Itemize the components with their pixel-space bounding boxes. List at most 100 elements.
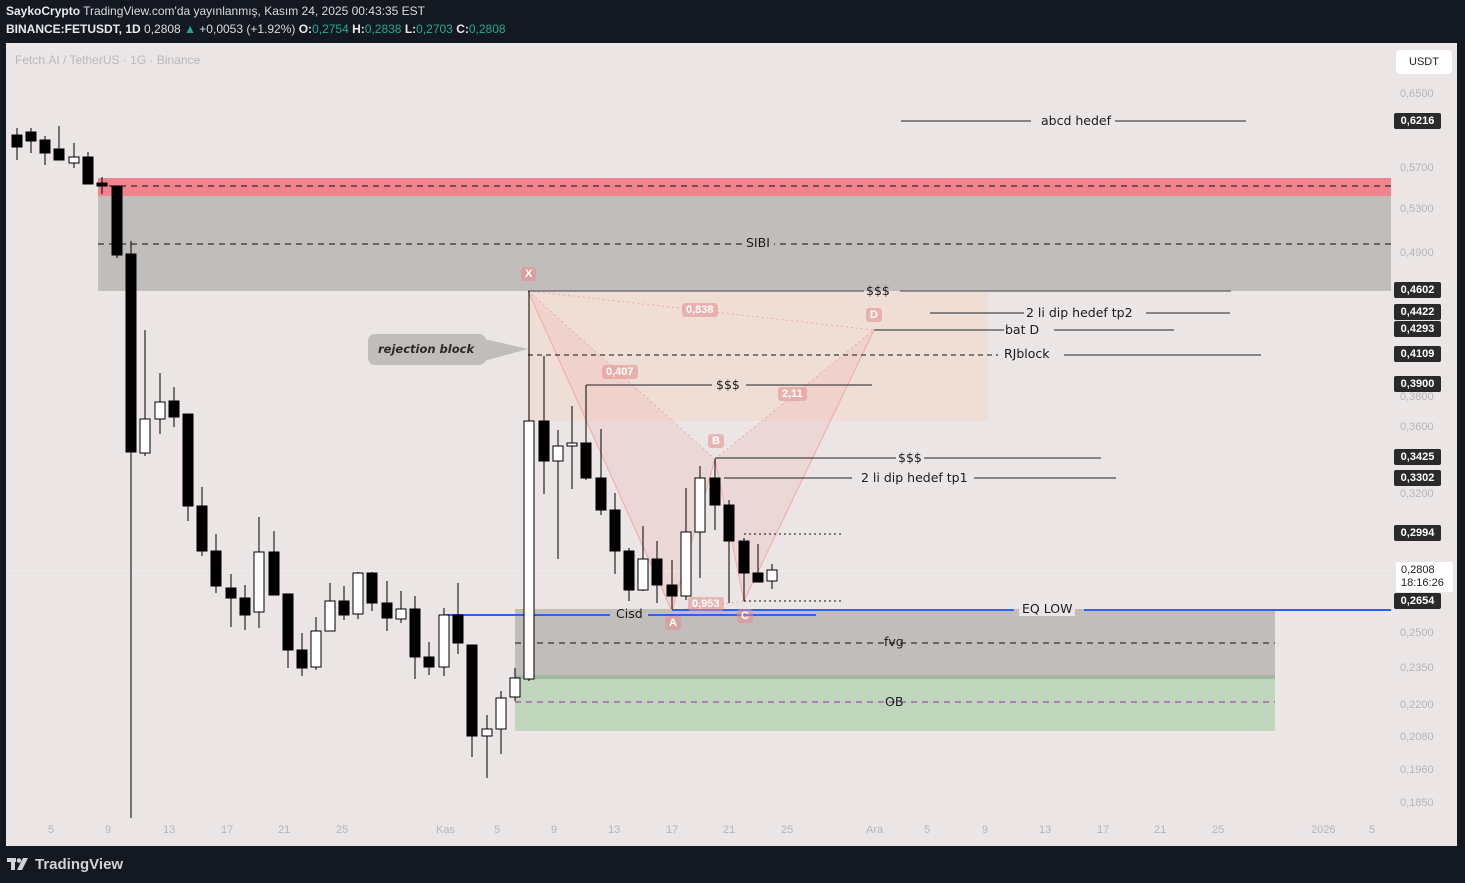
candle [409,608,421,658]
candle [381,602,393,619]
candle [296,649,308,669]
candle [766,569,778,582]
chart-canvas[interactable] [6,43,1457,846]
price-tick: 0,2500 [1400,627,1434,639]
candle [723,504,735,542]
time-tick: Kas [436,824,455,836]
candle [423,656,435,668]
time-tick: 5 [924,824,931,836]
pattern-point-c[interactable]: C [737,609,753,623]
liquidity-mid-label[interactable]: $$$ [716,377,740,392]
candle [39,139,51,154]
price-tick: 0,2200 [1400,699,1434,711]
tp2-label[interactable]: 2 li dip hedef tp2 [1026,305,1133,320]
tradingview-logo[interactable]: TradingView [7,853,123,875]
rejection-block-callout[interactable]: rejection block [368,334,486,365]
pattern-point-x[interactable]: X [521,267,537,281]
candle [11,134,23,148]
candle [225,587,237,599]
candle [637,558,649,591]
candle [595,477,607,511]
time-tick: 9 [551,824,558,836]
pattern-point-d[interactable]: D [866,308,882,322]
candle [481,728,493,737]
price-level-tag: 0,4602 [1394,282,1441,298]
candle [352,572,364,615]
fvg-label[interactable]: fvg [884,634,904,649]
candle [68,156,80,164]
ohlc-legend: BINANCE:FETUSDT, 1D 0,2808 ▲ +0,0053 (+1… [6,22,506,36]
rjblock-label[interactable]: RJblock [1004,346,1050,361]
price-tick: 0,3800 [1400,391,1434,403]
cisd-label[interactable]: Cisd [616,606,643,621]
close-label: C: [456,22,469,36]
candle [552,445,564,462]
liquidity-b-label[interactable]: $$$ [898,450,922,465]
time-tick: 25 [781,824,794,836]
author[interactable]: SaykoCrypto [6,4,81,18]
ob-label[interactable]: OB [885,694,904,709]
currency-button[interactable]: USDT [1396,50,1452,74]
eq-low-label[interactable]: EQ LOW [1019,601,1076,616]
candle [210,550,222,587]
candle [310,630,322,668]
candle [96,182,108,187]
last-price: 0,2808 [144,22,181,36]
callout-pointer-icon [484,339,528,361]
symbol-name[interactable]: BINANCE:FETUSDT, 1D [6,22,141,36]
supply-zone [98,178,1391,196]
time-tick: 17 [221,824,234,836]
chart-pane[interactable]: Fetch.AI / TetherUS · 1G · Binance abcd … [6,43,1457,846]
candle [395,608,407,620]
liquidity-top-label[interactable]: $$$ [866,283,890,298]
price-level-tag: 0,2994 [1394,525,1441,541]
bat-d-label[interactable]: bat D [1005,322,1040,337]
current-price-tag: 0,2808 18:16:26 [1396,562,1453,592]
time-tick: 13 [1039,824,1052,836]
close-value: 0,2808 [468,22,506,36]
high-label: H: [352,22,365,36]
pattern-point-a[interactable]: A [665,616,681,630]
candle [338,600,350,616]
candle [523,420,535,680]
price-tick: 0,2080 [1400,731,1434,743]
candle [253,551,265,613]
price-tick: 0,2350 [1400,662,1434,674]
candle [282,593,294,651]
sibi-label[interactable]: SIBI [742,235,774,250]
pattern-point-b[interactable]: B [708,434,724,448]
candle [438,614,450,668]
time-tick: 5 [1369,824,1376,836]
candle [139,418,151,454]
publish-info: SaykoCrypto TradingView.com'da yayınlanm… [6,4,425,18]
high-value: 0,2838 [364,22,402,36]
price-tick: 0,1960 [1400,764,1434,776]
candle [495,697,507,730]
candle [623,550,635,591]
time-tick: 21 [723,824,736,836]
time-tick: 2026 [1311,824,1336,836]
candle [196,505,208,552]
abcd-target-label[interactable]: abcd hedef [1037,113,1116,128]
ratio-xb: 0,407 [602,365,638,379]
candlestick-series[interactable] [11,126,778,818]
rejection-block-zone [528,291,988,421]
price-change: +0,0053 (+1.92%) [199,22,296,36]
time-tick: 13 [163,824,176,836]
candle [154,401,166,420]
time-tick: 25 [1212,824,1225,836]
candle [651,558,663,586]
price-level-tag: 0,3302 [1394,470,1441,486]
candle [752,572,764,583]
candle [25,131,37,142]
candle [53,148,65,161]
price-level-tag: 0,4422 [1394,304,1441,320]
price-tick: 0,3600 [1400,421,1434,433]
candle [694,477,706,533]
time-tick: 25 [336,824,349,836]
tp1-label[interactable]: 2 li dip hedef tp1 [861,470,968,485]
candle [538,420,550,462]
price-tick: 0,4900 [1400,247,1434,259]
publish-date: TradingView.com'da yayınlanmış, Kasım 24… [83,4,425,18]
